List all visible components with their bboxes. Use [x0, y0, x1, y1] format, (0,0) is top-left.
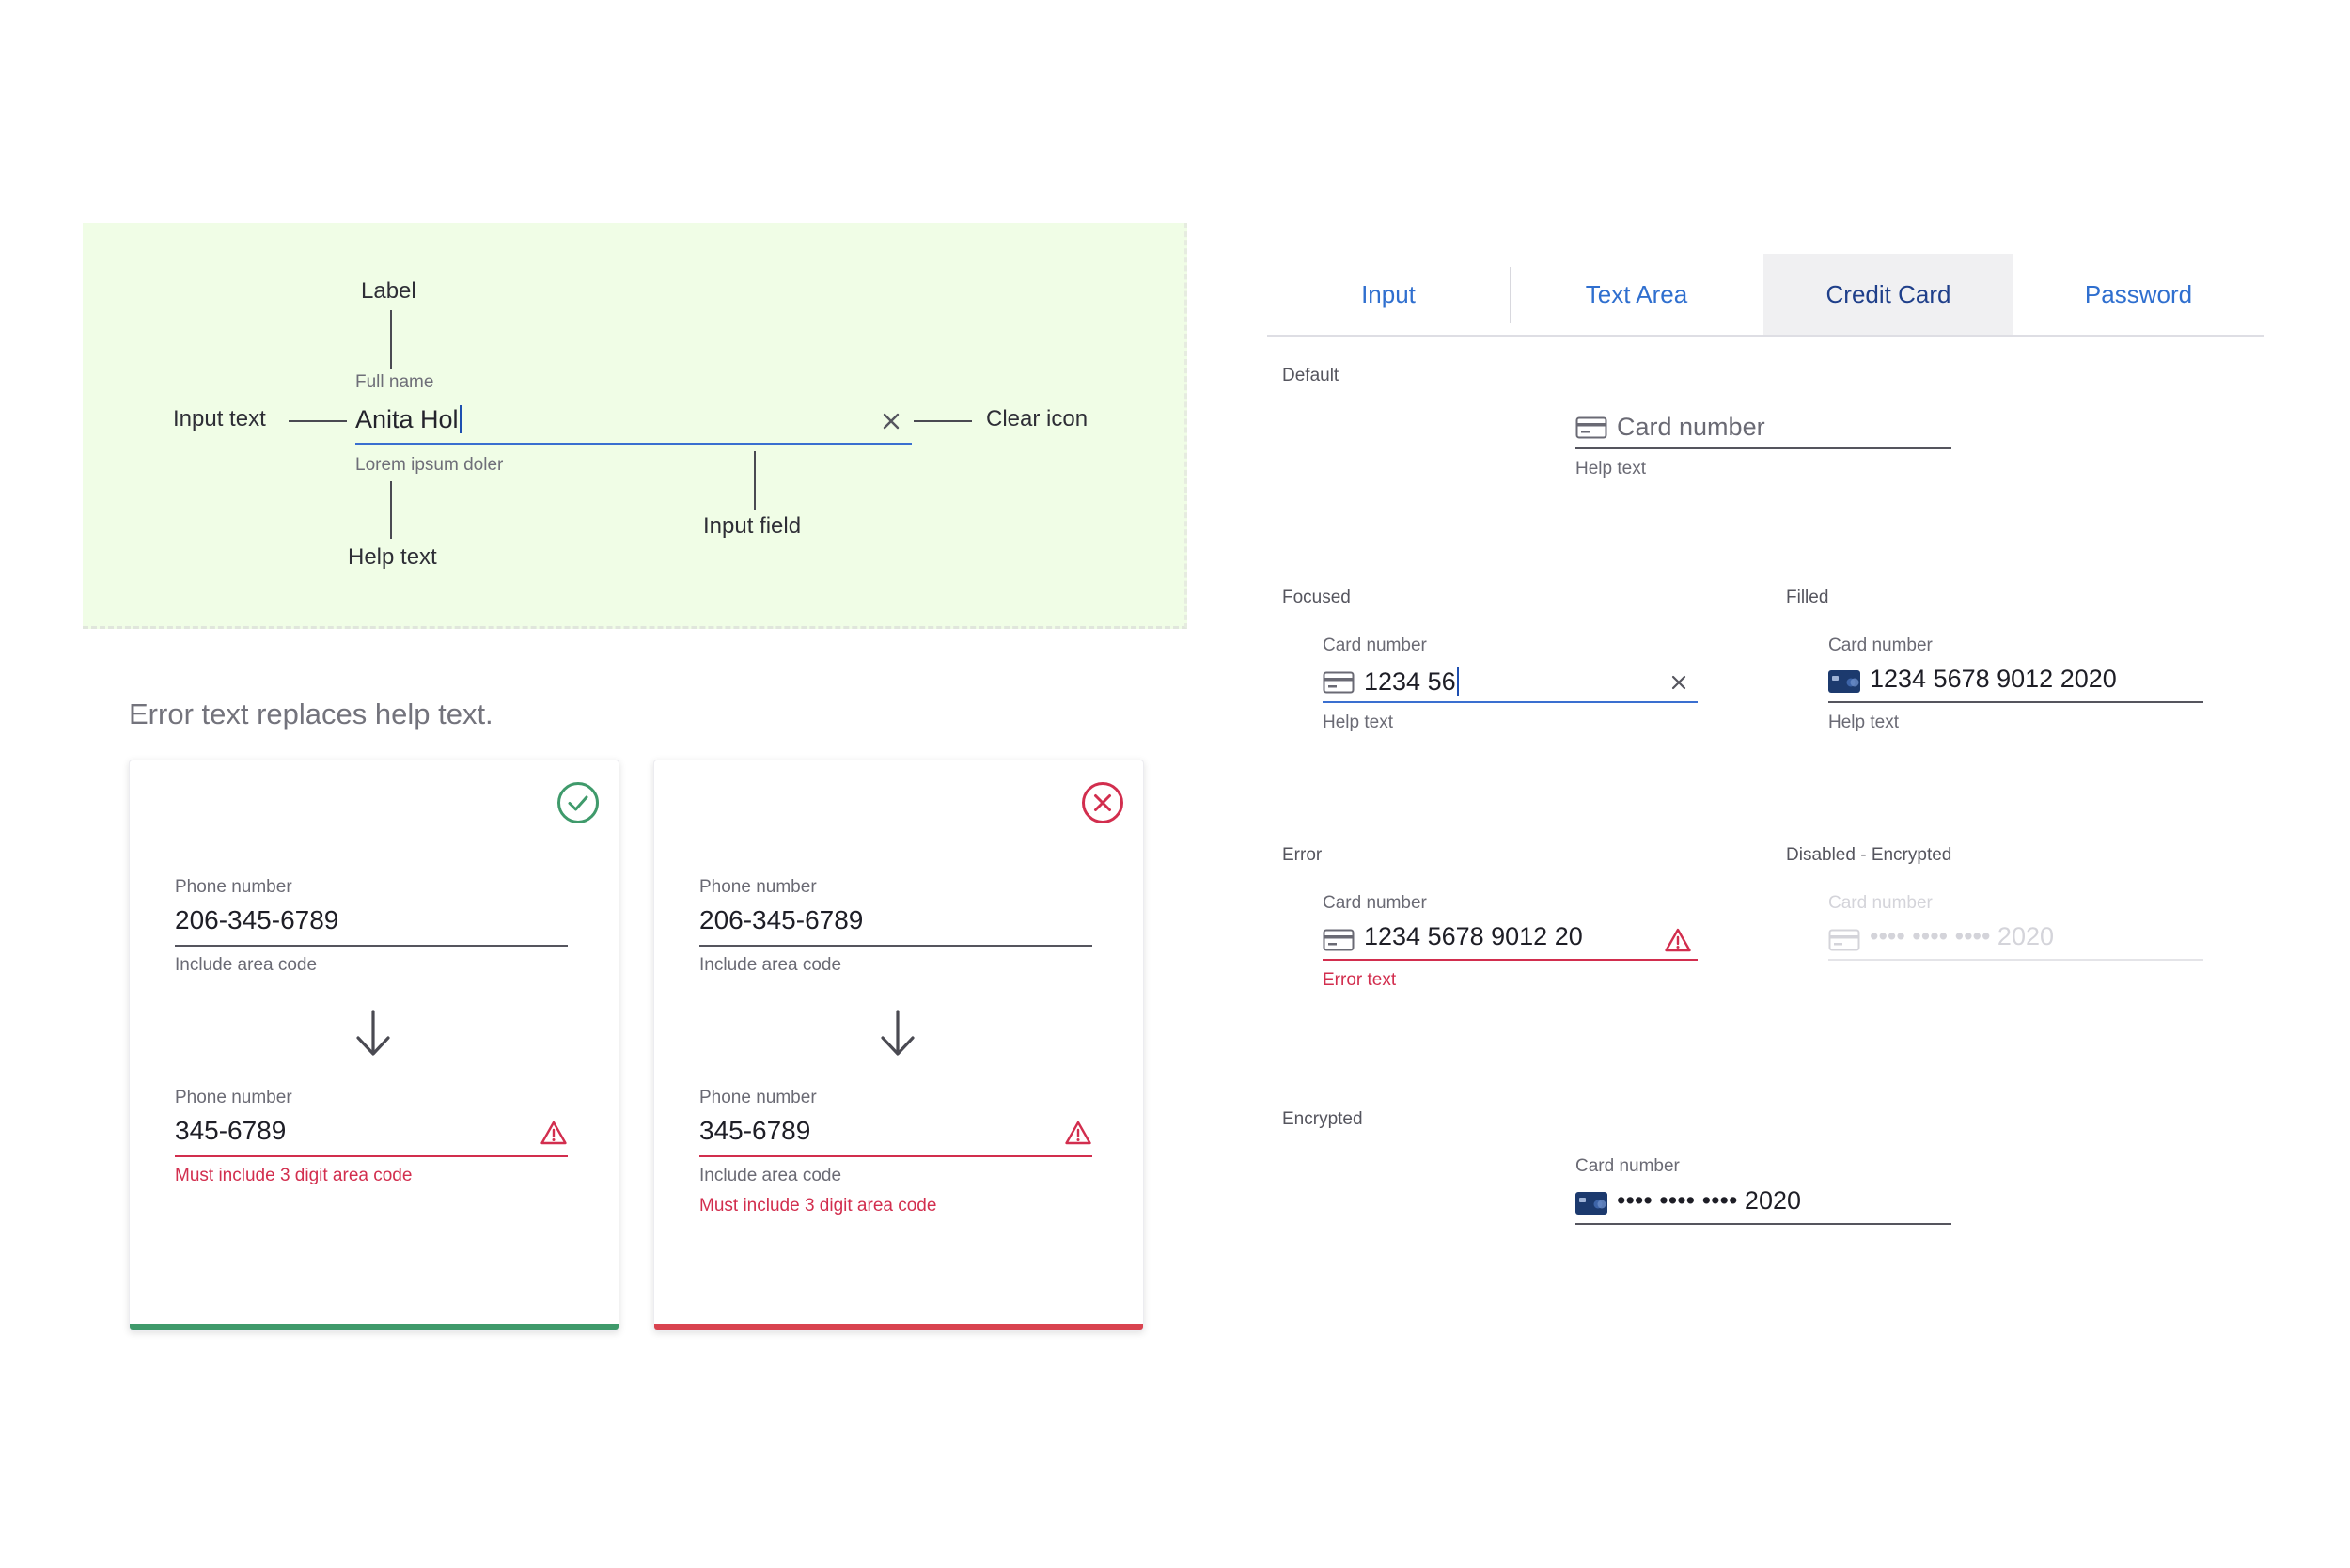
card-input-underline [1575, 1223, 1951, 1225]
state-title-error: Error [1282, 845, 1323, 865]
card-label: Card number [1828, 893, 1933, 913]
credit-card-brand-icon [1575, 1192, 1607, 1215]
anatomy-field-label: Full name [355, 372, 434, 392]
card-number-value[interactable]: •••• •••• •••• 2020 [1617, 1186, 1802, 1215]
phone-label: Phone number [699, 877, 817, 897]
phone-input-underline [699, 945, 1092, 947]
card-help-text: Help text [1828, 713, 1899, 732]
clear-icon[interactable] [882, 412, 901, 431]
anatomy-input-underline [355, 443, 912, 445]
card-input-underline-disabled [1828, 959, 2203, 961]
tab-label: Credit Card [1825, 279, 1951, 308]
state-title-default: Default [1282, 366, 1340, 385]
callout-label-line [390, 310, 392, 369]
credit-card-icon [1323, 671, 1355, 694]
clear-icon[interactable] [1670, 674, 1687, 691]
phone-input-value[interactable]: 206-345-6789 [175, 905, 339, 934]
phone-input-underline [175, 945, 568, 947]
callout-input-text-line [289, 420, 347, 422]
validation-card-success: Phone number 206-345-6789 Include area c… [129, 760, 619, 1331]
phone-help-text: Include area code [699, 1166, 842, 1185]
component-tabs: Input Text Area Credit Card Password [1267, 254, 2264, 337]
tab-password[interactable]: Password [2013, 254, 2264, 335]
anatomy-help-text: Lorem ipsum doler [355, 455, 504, 475]
card-label: Card number [1828, 635, 1933, 655]
error-bar [654, 1324, 1143, 1330]
tab-divider [1510, 267, 1511, 323]
callout-input-field: Input field [703, 513, 802, 539]
phone-input-value[interactable]: 206-345-6789 [699, 905, 864, 934]
success-bar [130, 1324, 619, 1330]
text-caret [459, 405, 462, 433]
card-label: Card number [1323, 893, 1427, 913]
warning-icon [1065, 1121, 1091, 1145]
phone-input-value[interactable]: 345-6789 [699, 1116, 811, 1145]
anatomy-input-text[interactable]: Anita Hol [355, 402, 462, 436]
phone-error-text: Must include 3 digit area code [175, 1166, 413, 1185]
phone-help-text: Include area code [699, 955, 842, 975]
error-section-heading: Error text replaces help text. [129, 698, 494, 730]
tab-input[interactable]: Input [1267, 254, 1510, 335]
callout-label: Label [361, 278, 416, 304]
card-number-input[interactable]: Card number [1617, 413, 1765, 441]
phone-label: Phone number [175, 1088, 292, 1107]
card-input-underline [1828, 701, 2203, 703]
text-caret [1456, 667, 1459, 696]
callout-input-text: Input text [173, 406, 266, 431]
arrow-down-icon [356, 1010, 390, 1056]
card-help-text: Help text [1323, 713, 1393, 732]
credit-card-icon [1828, 929, 1860, 951]
card-input-underline-focused [1323, 701, 1698, 703]
anatomy-panel [83, 223, 1187, 629]
state-title-filled: Filled [1786, 588, 1829, 607]
callout-clear-icon: Clear icon [986, 406, 1089, 431]
card-label: Card number [1323, 635, 1427, 655]
tab-label: Text Area [1585, 279, 1688, 308]
card-number-value[interactable]: 1234 5678 9012 2020 [1870, 665, 2117, 693]
phone-help-text: Include area code [175, 955, 318, 975]
callout-clear-icon-line [914, 420, 972, 422]
check-circle-icon [557, 782, 599, 823]
state-title-encrypted: Encrypted [1282, 1109, 1363, 1129]
tab-credit-card[interactable]: Credit Card [1763, 254, 2013, 335]
warning-icon [540, 1121, 567, 1145]
card-input-underline-error [1323, 959, 1698, 961]
card-input-underline [1575, 447, 1951, 449]
phone-error-text: Must include 3 digit area code [699, 1196, 937, 1215]
card-number-input-focused[interactable]: 1234 56 [1364, 665, 1459, 698]
credit-card-icon [1575, 416, 1607, 439]
tab-text-area[interactable]: Text Area [1511, 254, 1762, 335]
phone-input-underline-error [175, 1155, 568, 1157]
tab-label: Password [2084, 279, 2193, 308]
phone-label: Phone number [175, 877, 292, 897]
phone-label: Phone number [699, 1088, 817, 1107]
card-number-value: 1234 56 [1364, 666, 1456, 696]
callout-help-line [390, 481, 392, 539]
anatomy-input-value: Anita Hol [355, 404, 459, 433]
arrow-down-icon [881, 1010, 915, 1056]
warning-icon [1665, 928, 1691, 952]
credit-card-brand-icon [1828, 670, 1860, 693]
card-help-text: Help text [1575, 459, 1646, 478]
card-error-text: Error text [1323, 970, 1397, 990]
phone-input-value[interactable]: 345-6789 [175, 1116, 287, 1145]
callout-help-text: Help text [348, 544, 437, 570]
callout-input-field-line [754, 451, 756, 510]
phone-input-underline-error [699, 1155, 1092, 1157]
card-number-value[interactable]: 1234 5678 9012 20 [1364, 922, 1583, 950]
card-number-value-disabled: •••• •••• •••• 2020 [1870, 922, 2055, 950]
credit-card-icon [1323, 929, 1355, 951]
tab-label: Input [1361, 279, 1416, 308]
card-label: Card number [1575, 1156, 1680, 1176]
x-circle-icon [1082, 782, 1123, 823]
validation-card-error: Phone number 206-345-6789 Include area c… [653, 760, 1144, 1331]
state-title-focused: Focused [1282, 588, 1351, 607]
state-title-disabled-encrypted: Disabled - Encrypted [1786, 845, 1952, 865]
